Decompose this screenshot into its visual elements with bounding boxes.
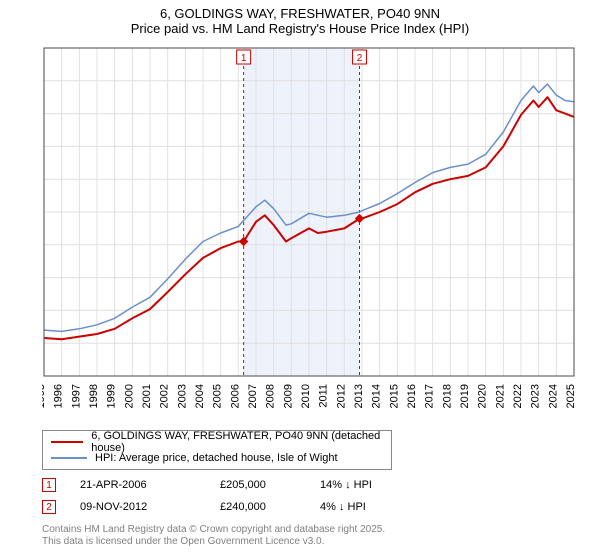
sale-row: 2 09-NOV-2012£240,0004% ↓ HPI	[42, 496, 420, 518]
sales-table: 1 21-APR-2006£205,00014% ↓ HPI 2 09-NOV-201…	[42, 474, 420, 518]
svg-text:2007: 2007	[247, 384, 259, 408]
sale-marker-icon: 1	[42, 478, 56, 492]
svg-text:2003: 2003	[176, 384, 188, 408]
svg-text:2011: 2011	[318, 384, 330, 408]
svg-text:2001: 2001	[141, 384, 153, 408]
svg-text:1999: 1999	[106, 384, 118, 408]
svg-text:2014: 2014	[371, 384, 383, 408]
svg-text:2013: 2013	[353, 384, 365, 408]
svg-text:2020: 2020	[477, 384, 489, 408]
legend-item: 6, GOLDINGS WAY, FRESHWATER, PO40 9NN (d…	[51, 434, 383, 450]
svg-text:2004: 2004	[194, 384, 206, 408]
svg-text:2005: 2005	[212, 384, 224, 408]
svg-text:2000: 2000	[123, 384, 135, 408]
sale-date: 09-NOV-2012	[80, 501, 220, 513]
legend-label: 6, GOLDINGS WAY, FRESHWATER, PO40 9NN (d…	[91, 430, 383, 454]
svg-text:1997: 1997	[70, 384, 82, 408]
chart-subtitle: Price paid vs. HM Land Registry's House …	[0, 21, 600, 36]
chart-title: 6, GOLDINGS WAY, FRESHWATER, PO40 9NN	[0, 6, 600, 21]
sale-delta: 4% ↓ HPI	[320, 501, 420, 513]
svg-text:2002: 2002	[159, 384, 171, 408]
legend-swatch	[51, 457, 87, 459]
svg-text:2016: 2016	[406, 384, 418, 408]
legend-item: HPI: Average price, detached house, Isle…	[51, 450, 383, 466]
legend-swatch	[51, 441, 83, 443]
license-line1: Contains HM Land Registry data © Crown c…	[42, 524, 385, 536]
svg-text:2025: 2025	[565, 384, 577, 408]
svg-text:1: 1	[241, 53, 247, 64]
svg-text:2021: 2021	[494, 384, 506, 408]
license-line2: This data is licensed under the Open Gov…	[42, 536, 385, 548]
svg-text:2008: 2008	[265, 384, 277, 408]
sale-price: £240,000	[220, 501, 320, 513]
sale-price: £205,000	[220, 479, 320, 491]
sale-delta: 14% ↓ HPI	[320, 479, 420, 491]
title-block: 6, GOLDINGS WAY, FRESHWATER, PO40 9NN Pr…	[0, 0, 600, 36]
chart-area: £0£50K£100K£150K£200K£250K£300K£350K£400…	[42, 44, 580, 420]
svg-text:2018: 2018	[441, 384, 453, 408]
license-text: Contains HM Land Registry data © Crown c…	[42, 524, 385, 548]
legend-label: HPI: Average price, detached house, Isle…	[95, 452, 338, 464]
svg-text:2009: 2009	[282, 384, 294, 408]
svg-text:1995: 1995	[42, 384, 47, 408]
svg-text:2: 2	[357, 53, 363, 64]
legend: 6, GOLDINGS WAY, FRESHWATER, PO40 9NN (d…	[42, 430, 392, 470]
svg-text:1996: 1996	[53, 384, 65, 408]
svg-text:2023: 2023	[530, 384, 542, 408]
svg-text:2010: 2010	[300, 384, 312, 408]
svg-text:2022: 2022	[512, 384, 524, 408]
svg-text:2024: 2024	[547, 384, 559, 408]
svg-text:2015: 2015	[388, 384, 400, 408]
svg-text:2019: 2019	[459, 384, 471, 408]
svg-text:2012: 2012	[335, 384, 347, 408]
sale-date: 21-APR-2006	[80, 479, 220, 491]
sale-marker-icon: 2	[42, 500, 56, 514]
chart-svg: £0£50K£100K£150K£200K£250K£300K£350K£400…	[42, 44, 580, 420]
chart-container: 6, GOLDINGS WAY, FRESHWATER, PO40 9NN Pr…	[0, 0, 600, 560]
svg-text:1998: 1998	[88, 384, 100, 408]
svg-text:2006: 2006	[229, 384, 241, 408]
sale-row: 1 21-APR-2006£205,00014% ↓ HPI	[42, 474, 420, 496]
svg-text:2017: 2017	[424, 384, 436, 408]
